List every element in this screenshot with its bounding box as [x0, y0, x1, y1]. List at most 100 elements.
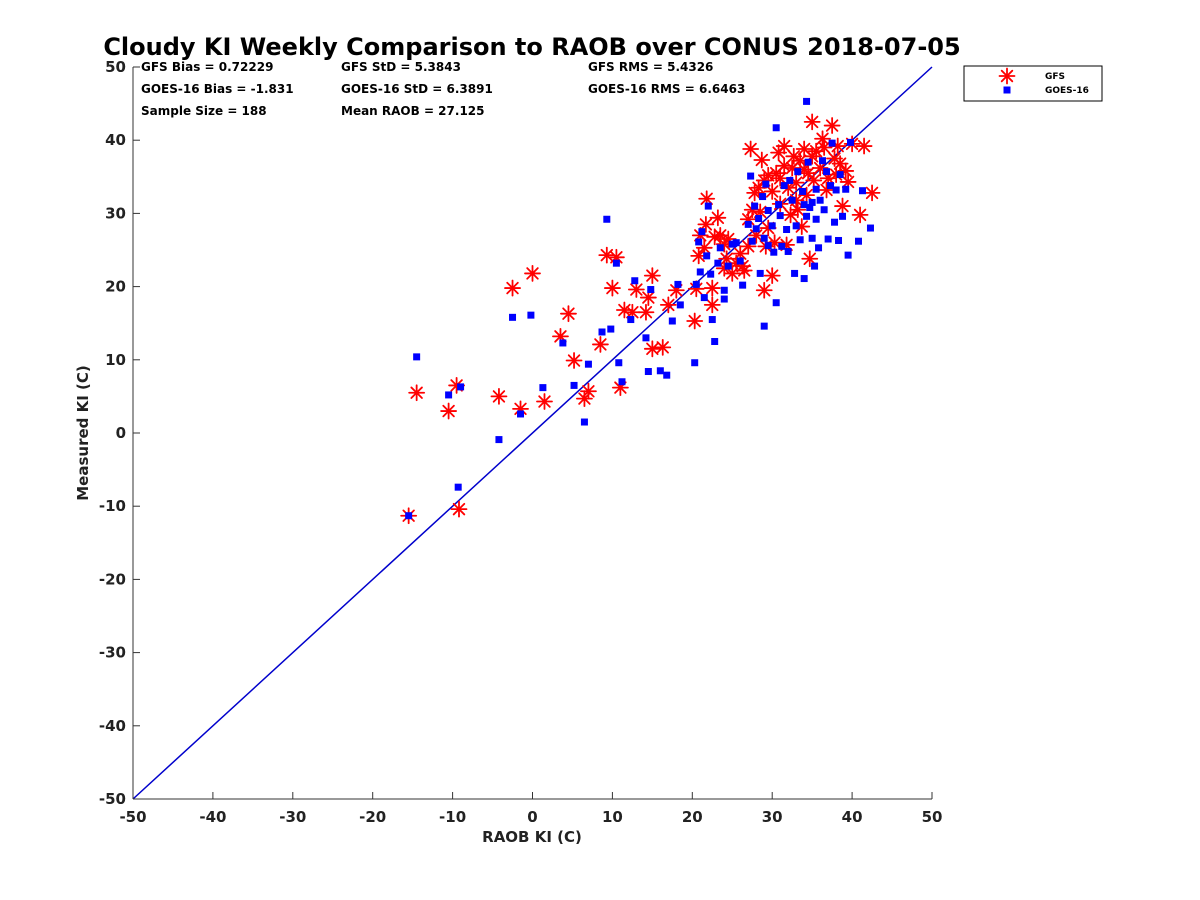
- x-tick-label: 0: [527, 808, 537, 826]
- gfs-point: [851, 206, 869, 224]
- goes16-point: [800, 201, 808, 209]
- goes16-point: [752, 225, 760, 233]
- goes16-point: [703, 252, 711, 260]
- gfs-point: [686, 312, 704, 330]
- goes16-point: [799, 187, 807, 195]
- x-tick-label: -50: [119, 808, 146, 826]
- goes16-point: [747, 172, 755, 180]
- goes16-point: [858, 187, 866, 195]
- gfs-point: [560, 305, 577, 323]
- gfs-point: [834, 197, 851, 215]
- goes16-point: [832, 186, 840, 194]
- gfs-point: [565, 352, 583, 369]
- goes16-point: [823, 168, 831, 176]
- goes16-point: [615, 359, 623, 367]
- gfs-point: [440, 402, 458, 420]
- goes16-point: [405, 512, 413, 520]
- goes16-point: [647, 286, 655, 294]
- legend-gfs-marker: [998, 67, 1016, 85]
- gfs-point: [823, 117, 841, 134]
- goes16-point: [603, 215, 611, 223]
- goes16-point: [844, 251, 852, 259]
- goes16-point: [618, 378, 626, 386]
- one-to-one-line: [132, 66, 933, 800]
- goes16-point: [744, 220, 752, 228]
- goes16-point: [612, 259, 620, 267]
- gfs-point: [785, 147, 803, 165]
- goes16-point: [698, 228, 706, 236]
- stat-text: GFS Bias = 0.72229: [141, 60, 273, 74]
- statistics-block: GFS Bias = 0.72229 GFS StD = 5.3843 GFS RM…: [141, 60, 745, 118]
- goes16-point: [803, 97, 811, 105]
- gfs-point: [763, 183, 781, 200]
- goes16-point: [800, 275, 808, 283]
- gfs-point: [490, 387, 508, 405]
- gfs-point: [654, 338, 672, 356]
- x-tick-label: 20: [682, 808, 703, 826]
- goes16-point: [457, 383, 465, 391]
- goes16-point: [708, 316, 716, 324]
- goes16-point: [700, 294, 708, 302]
- goes16-point: [776, 212, 784, 220]
- goes16-point: [527, 311, 535, 319]
- stat-text: GOES-16 Bias = -1.831: [141, 82, 294, 96]
- y-tick-label: 50: [105, 58, 126, 76]
- y-tick-label: -20: [99, 570, 126, 588]
- gfs-point: [775, 157, 793, 175]
- legend-goes16-marker: [1003, 86, 1011, 94]
- x-tick-label: -10: [439, 808, 466, 826]
- gfs-point: [799, 164, 817, 182]
- stat-text: Mean RAOB = 27.125: [341, 104, 485, 118]
- goes16-point: [627, 316, 635, 324]
- gfs-point: [709, 209, 727, 227]
- gfs-point: [408, 384, 426, 402]
- goes16-point: [836, 171, 844, 179]
- stat-text: GFS RMS = 5.4326: [588, 60, 713, 74]
- goes16-point: [736, 257, 744, 265]
- chart-title: Cloudy KI Weekly Comparison to RAOB over…: [103, 33, 960, 61]
- goes16-point: [804, 158, 812, 166]
- goes16-point: [732, 239, 740, 247]
- goes16-point: [839, 212, 847, 220]
- goes16-point: [808, 234, 816, 242]
- goes16-point: [642, 334, 650, 342]
- goes16-point: [768, 222, 776, 230]
- gfs-point: [855, 137, 873, 155]
- goes16-point: [806, 204, 814, 212]
- gfs-point: [580, 382, 597, 400]
- gfs-point: [703, 279, 721, 297]
- goes16-point: [815, 244, 823, 252]
- stat-text: GOES-16 StD = 6.3891: [341, 82, 493, 96]
- goes16-point: [811, 262, 819, 270]
- gfs-point: [789, 201, 807, 219]
- goes16-point: [775, 201, 783, 209]
- y-tick-label: -30: [99, 644, 126, 662]
- goes16-point: [607, 325, 615, 333]
- goes16-point: [866, 224, 874, 232]
- x-tick-label: 10: [602, 808, 623, 826]
- gfs-point: [742, 140, 760, 158]
- gfs-point: [524, 265, 541, 282]
- x-tick-label: 50: [922, 808, 943, 826]
- gfs-point: [753, 151, 771, 169]
- gfs-point: [598, 246, 616, 264]
- goes16-point: [739, 281, 747, 289]
- goes16-point: [788, 196, 796, 204]
- goes16-point: [720, 286, 728, 294]
- gfs-point: [863, 184, 881, 202]
- x-tick-label: 30: [762, 808, 783, 826]
- gfs-point: [803, 113, 821, 131]
- y-tick-label: 20: [105, 278, 126, 296]
- y-axis-label: Measured KI (C): [74, 365, 92, 501]
- x-tick-label: -40: [199, 808, 226, 826]
- goes16-point: [820, 206, 828, 214]
- goes16-point: [720, 295, 728, 303]
- y-tick-label: -50: [99, 790, 126, 808]
- goes16-point: [674, 280, 682, 288]
- y-tick-label: -40: [99, 717, 126, 735]
- gfs-point: [643, 267, 661, 285]
- gfs-point: [536, 393, 553, 410]
- goes16-point: [794, 168, 802, 176]
- gfs-point: [719, 230, 737, 248]
- y-tick-label: 0: [116, 424, 126, 442]
